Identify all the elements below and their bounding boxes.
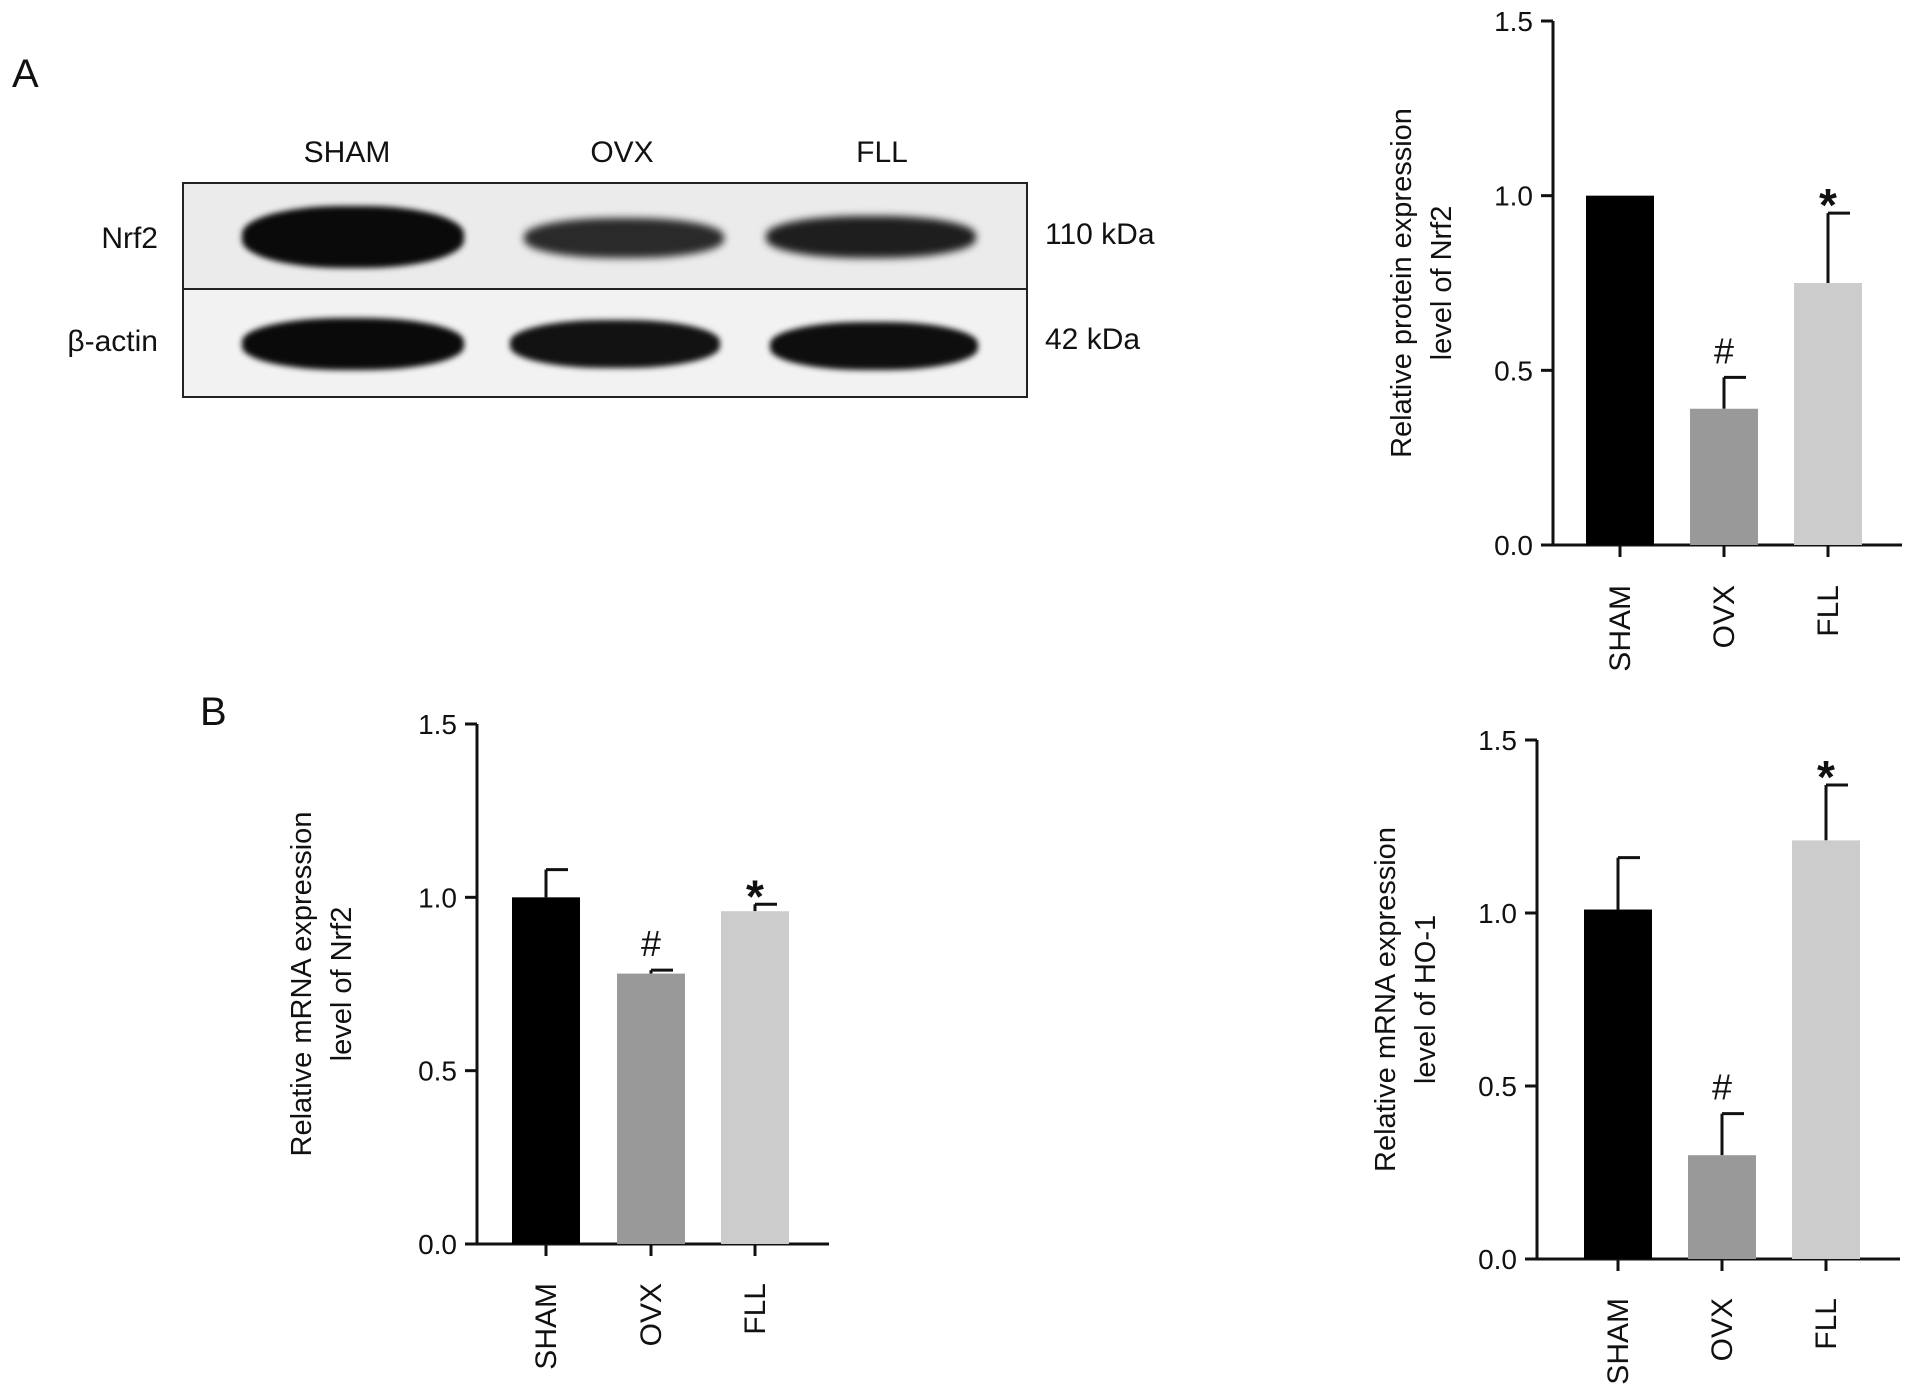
bar-sham: [1584, 909, 1652, 1259]
y-tick-label: 1.5: [1478, 725, 1517, 756]
bar-ovx: [1688, 1155, 1756, 1259]
panel-label-a: A: [12, 52, 39, 96]
y-tick-label: 1.5: [1494, 6, 1533, 37]
y-tick-label: 1.5: [418, 709, 457, 740]
bar-fll: [721, 911, 789, 1244]
row-label-beta-actin: β-actin: [67, 325, 158, 358]
y-axis-label: Relative protein expression: [1386, 108, 1418, 458]
band-nrf2-fll: [766, 216, 976, 258]
y-tick-label: 0.0: [1494, 530, 1533, 561]
y-tick-label: 1.0: [418, 882, 457, 913]
bar-sham: [512, 897, 580, 1244]
y-tick-label: 0.0: [1478, 1244, 1517, 1275]
y-tick-label: 0.5: [1494, 355, 1533, 386]
significance-marker: #: [641, 923, 661, 964]
bar-ovx: [617, 973, 685, 1244]
band-beta-actin-fll: [770, 322, 978, 370]
band-nrf2-ovx: [524, 218, 724, 258]
significance-marker: *: [1819, 179, 1837, 231]
blot-strip-beta-actin: [182, 288, 1028, 398]
band-beta-actin-sham: [242, 318, 464, 370]
bar-fll: [1792, 840, 1860, 1259]
x-tick-label: FLL: [739, 1283, 772, 1335]
bar-fll: [1794, 283, 1862, 545]
x-tick-label: OVX: [1706, 1298, 1739, 1361]
significance-marker: #: [1714, 330, 1734, 371]
y-axis-label: level of HO-1: [1410, 915, 1442, 1084]
blot-strip-nrf2: [182, 182, 1028, 290]
x-tick-label: SHAM: [1602, 1298, 1635, 1385]
y-tick-label: 0.0: [418, 1229, 457, 1260]
y-axis-label: level of Nrf2: [326, 907, 358, 1062]
significance-marker: *: [746, 870, 764, 922]
bar-sham: [1586, 195, 1654, 545]
x-tick-label: SHAM: [530, 1283, 563, 1370]
x-tick-label: FLL: [1810, 1298, 1843, 1350]
y-axis-label: Relative mRNA expression: [286, 812, 318, 1157]
y-tick-label: 1.0: [1494, 181, 1533, 212]
lane-label-fll: FLL: [856, 136, 908, 169]
y-tick-label: 1.0: [1478, 898, 1517, 929]
significance-marker: #: [1712, 1067, 1732, 1108]
x-tick-label: FLL: [1812, 585, 1845, 637]
y-tick-label: 0.5: [418, 1056, 457, 1087]
panel-label-b: B: [200, 690, 227, 734]
lane-label-sham: SHAM: [303, 136, 391, 169]
y-axis-label: Relative mRNA expression: [1370, 827, 1402, 1172]
row-label-nrf2: Nrf2: [101, 222, 158, 255]
lane-label-ovx: OVX: [590, 136, 654, 169]
y-axis-label: level of Nrf2: [1426, 206, 1458, 361]
x-tick-label: SHAM: [1604, 585, 1637, 672]
band-beta-actin-ovx: [510, 320, 720, 368]
bar-ovx: [1690, 408, 1758, 545]
kda-label-beta-actin: 42 kDa: [1045, 323, 1141, 356]
x-tick-label: OVX: [635, 1283, 668, 1346]
kda-label-nrf2: 110 kDa: [1045, 218, 1155, 251]
y-tick-label: 0.5: [1478, 1071, 1517, 1102]
x-tick-label: OVX: [1708, 585, 1741, 648]
significance-marker: *: [1817, 751, 1835, 803]
band-nrf2-sham: [242, 206, 464, 268]
